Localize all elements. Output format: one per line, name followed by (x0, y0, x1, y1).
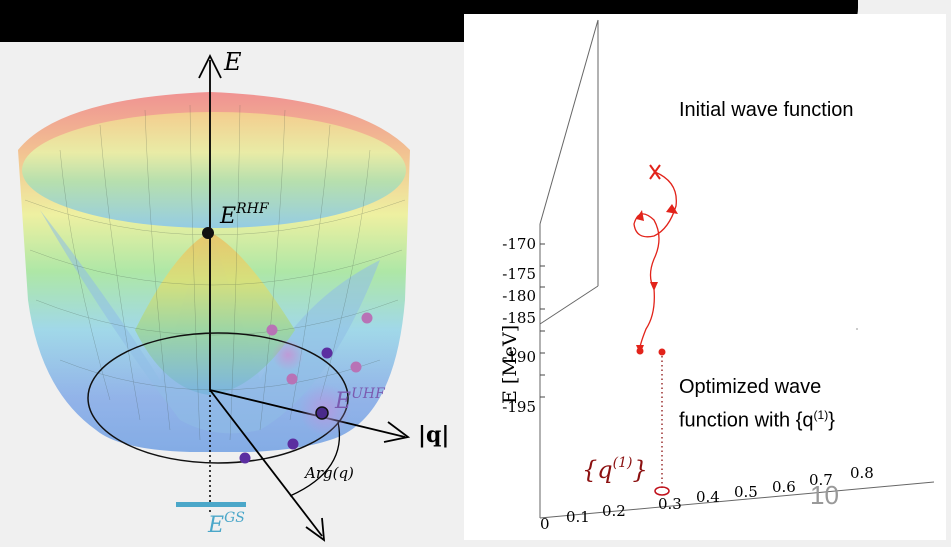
x-tick-label: 0.8 (850, 464, 874, 482)
state-point (266, 324, 278, 336)
energy-surface-svg: E ERHF EUHF |q| Arg(q) EGS (18, 48, 449, 542)
plot-frame (539, 19, 935, 519)
path-arrowheads (636, 204, 678, 354)
x-tick-label: 0.3 (658, 495, 682, 513)
y-tick-marks (540, 243, 545, 398)
y-tick-label: -170 (502, 235, 536, 253)
state-point (286, 373, 298, 385)
central-peak (135, 232, 295, 395)
optimized-label-line1: Optimized wave (679, 376, 822, 398)
y-tick-label: -180 (502, 287, 536, 305)
optimization-path (633, 164, 677, 353)
plot-svg: -170 -175 -180 -185 -190 -195 E [MeV] 0 … (499, 19, 935, 533)
rhf-point (202, 227, 214, 239)
final-point (636, 347, 644, 355)
initial-wave-function-label: Initial wave function (679, 99, 854, 121)
x-tick-label: 0.6 (772, 478, 796, 496)
e-axis-arrowhead (198, 53, 222, 79)
page-number: 10 (810, 480, 839, 510)
y-tick-label: -185 (502, 309, 536, 327)
bowl-rim (22, 112, 406, 228)
rhf-label: ERHF (219, 201, 270, 229)
state-point (239, 452, 251, 464)
gs-label: EGS (207, 510, 245, 538)
angle-arc (289, 421, 341, 497)
arg-label: Arg(q) (303, 464, 354, 482)
direction-arrowhead (305, 517, 326, 542)
q-axis-arrowhead (383, 421, 411, 443)
q1-label: {q(1)} (582, 455, 648, 484)
x-tick-label: 0.5 (734, 483, 758, 501)
state-point (321, 347, 333, 359)
x-tick-label: 0.1 (566, 508, 590, 526)
y-tick-label: -175 (502, 265, 536, 283)
x-tick-label: 0.4 (696, 488, 720, 506)
optimized-label-line2: function with {q(1)} (679, 408, 835, 432)
state-point (287, 438, 299, 450)
e-axis-label: E (223, 48, 242, 76)
energy-path-plot: -170 -175 -180 -185 -190 -195 E [MeV] 0 … (464, 14, 946, 540)
q-axis-label: |q| (418, 422, 449, 448)
x-tick-label: 0 (540, 515, 550, 533)
surface-mesh (24, 104, 406, 441)
uhf-point (315, 406, 329, 420)
direction-arrow (209, 389, 323, 537)
x-tick-labels: 0 0.1 0.2 0.3 0.4 0.5 0.6 0.7 0.8 (540, 464, 874, 533)
y-tick-label: -190 (502, 348, 536, 366)
final-point (658, 348, 666, 356)
minor-glow (272, 339, 304, 371)
energy-surface-diagram: E ERHF EUHF |q| Arg(q) EGS (0, 0, 470, 547)
y-tick-label: -195 (502, 398, 536, 416)
x-tick-label: 0.7 (809, 471, 833, 489)
state-point (361, 312, 373, 324)
gs-level-bar (176, 502, 246, 507)
x-tick-label: 0.2 (602, 502, 626, 520)
uhf-label: EUHF (334, 386, 386, 414)
y-axis-label: E [MeV] (499, 325, 521, 404)
y-tick-labels: -170 -175 -180 -185 -190 -195 (502, 235, 536, 416)
projection-marker (654, 486, 670, 496)
state-point (350, 361, 362, 373)
